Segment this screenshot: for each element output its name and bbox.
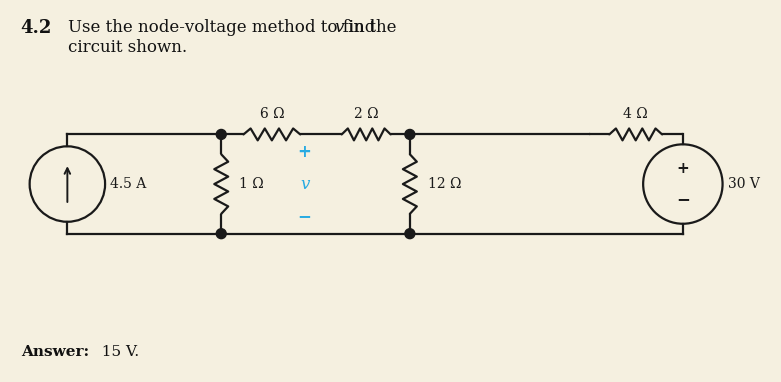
Text: +: + bbox=[298, 143, 312, 161]
Text: −: − bbox=[676, 190, 690, 208]
Text: 4 Ω: 4 Ω bbox=[623, 107, 648, 120]
Text: Answer:: Answer: bbox=[21, 345, 89, 359]
Text: 1 Ω: 1 Ω bbox=[239, 177, 264, 191]
Text: +: + bbox=[676, 162, 690, 176]
Text: 4.2: 4.2 bbox=[21, 19, 52, 37]
Text: v: v bbox=[300, 176, 309, 193]
Circle shape bbox=[216, 129, 226, 139]
Text: −: − bbox=[298, 207, 312, 225]
Text: in the: in the bbox=[344, 19, 397, 36]
Text: 30 V: 30 V bbox=[728, 177, 759, 191]
Circle shape bbox=[216, 229, 226, 239]
Text: Use the node-voltage method to find: Use the node-voltage method to find bbox=[69, 19, 381, 36]
Text: 6 Ω: 6 Ω bbox=[259, 107, 284, 120]
Circle shape bbox=[405, 129, 415, 139]
Text: 2 Ω: 2 Ω bbox=[354, 107, 379, 120]
Text: 4.5 A: 4.5 A bbox=[110, 177, 146, 191]
Text: 12 Ω: 12 Ω bbox=[428, 177, 462, 191]
Text: 15 V.: 15 V. bbox=[92, 345, 139, 359]
Text: v: v bbox=[334, 19, 344, 36]
Circle shape bbox=[405, 229, 415, 239]
Text: circuit shown.: circuit shown. bbox=[69, 39, 187, 56]
